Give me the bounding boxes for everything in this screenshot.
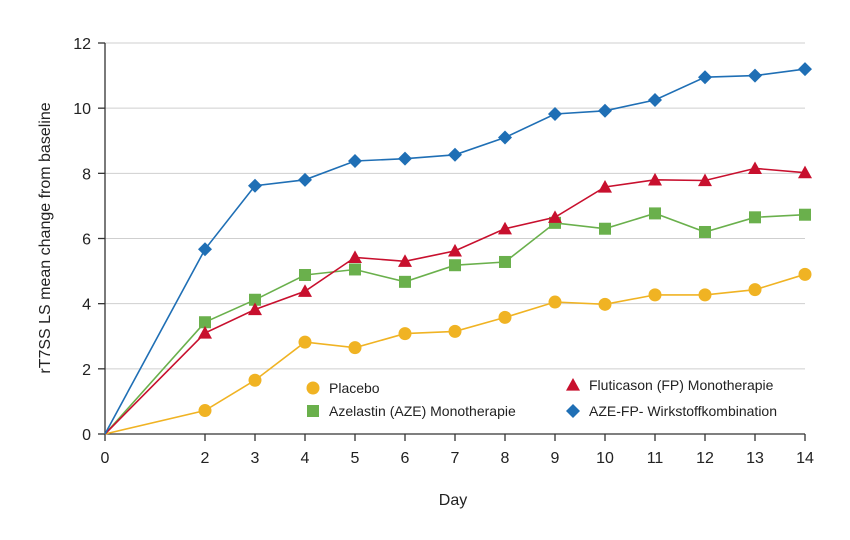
series-line [104, 212, 806, 435]
y-tick-label: 10 [73, 101, 91, 118]
data-point [398, 151, 412, 166]
data-point [648, 172, 662, 186]
data-point [548, 210, 562, 223]
legend-label: AZE-FP- Wirkstoffkombination [589, 403, 777, 419]
data-point [599, 222, 611, 235]
data-point [748, 283, 762, 297]
data-point [248, 373, 262, 387]
y-tick-label: 12 [73, 36, 91, 53]
data-point [449, 259, 461, 272]
data-point [748, 68, 762, 83]
legend: Placebo Azelastin (AZE) Monotherapie Fluti… [306, 377, 777, 419]
data-point [448, 147, 462, 162]
data-point [698, 173, 712, 187]
data-point [698, 288, 712, 302]
series-circle [104, 267, 812, 435]
legend-label: Azelastin (AZE) Monotherapie [329, 403, 516, 419]
data-point [799, 208, 811, 221]
y-tick-label: 6 [82, 232, 91, 249]
x-tick-label: 6 [401, 450, 410, 467]
data-point [198, 404, 212, 418]
data-point [399, 275, 411, 288]
data-point [348, 341, 362, 355]
x-tick-label: 0 [101, 450, 110, 467]
data-point [298, 335, 312, 349]
data-point [699, 225, 711, 238]
legend-label: Fluticason (FP) Monotherapie [589, 377, 774, 393]
data-point [748, 161, 762, 175]
series-square [104, 207, 811, 435]
y-axis-title: rT7SS LS mean change from baseline [37, 102, 54, 373]
data-point [798, 165, 812, 179]
y-ticks: 0 2 4 6 8 10 12 [73, 36, 105, 444]
x-axis-title: Day [439, 492, 467, 509]
data-point [398, 254, 412, 267]
data-point [299, 268, 311, 281]
y-tick-label: 2 [82, 362, 91, 379]
data-point [498, 310, 512, 324]
data-point [749, 211, 761, 224]
data-point [548, 295, 562, 309]
data-point [648, 93, 662, 108]
data-point [598, 180, 612, 193]
x-tick-label: 8 [501, 450, 510, 467]
y-tick-label: 8 [82, 166, 91, 183]
data-point [648, 288, 662, 302]
data-point [649, 207, 661, 220]
data-point [298, 284, 312, 297]
data-point [248, 302, 262, 316]
data-point [249, 293, 261, 306]
series-triangle [104, 161, 812, 435]
data-point [199, 316, 211, 329]
y-tick-label: 4 [82, 297, 91, 314]
data-point [398, 327, 412, 341]
data-point [498, 221, 512, 235]
series-line [104, 167, 806, 435]
series-diamond [104, 62, 812, 435]
data-point [448, 324, 462, 338]
data-point [198, 325, 212, 339]
data-point [598, 103, 612, 118]
legend-marker [566, 378, 580, 391]
legend-marker [306, 381, 320, 395]
x-tick-label: 11 [647, 450, 664, 467]
data-point [798, 267, 812, 281]
data-point [798, 62, 812, 77]
x-tick-label: 3 [251, 450, 260, 467]
x-tick-label: 14 [796, 450, 814, 467]
legend-marker [566, 404, 580, 418]
data-point [348, 250, 362, 263]
data-point [498, 130, 512, 145]
x-tick-label: 4 [301, 450, 310, 467]
gridlines [105, 42, 805, 370]
x-tick-label: 2 [201, 450, 210, 467]
x-tick-label: 7 [451, 450, 460, 467]
data-point [698, 70, 712, 85]
data-point [548, 107, 562, 122]
x-tick-label: 12 [696, 450, 714, 467]
x-tick-label: 9 [551, 450, 560, 467]
legend-label: Placebo [329, 380, 380, 396]
x-tick-label: 5 [351, 450, 360, 467]
data-point [349, 263, 361, 276]
y-tick-label: 0 [82, 427, 91, 444]
data-point [198, 242, 212, 257]
data-point [348, 153, 362, 168]
data-point [298, 172, 312, 187]
x-tick-label: 13 [746, 450, 764, 467]
series-group [104, 62, 812, 435]
data-point [448, 243, 462, 257]
series-line [104, 273, 806, 435]
data-point [248, 178, 262, 193]
x-tick-label: 10 [596, 450, 614, 467]
x-ticks: 0 2 3 4 5 6 7 8 9 10 11 12 13 14 [101, 434, 814, 467]
legend-marker [307, 405, 319, 417]
series-line [104, 68, 806, 435]
data-point [499, 255, 511, 268]
data-point [598, 297, 612, 311]
